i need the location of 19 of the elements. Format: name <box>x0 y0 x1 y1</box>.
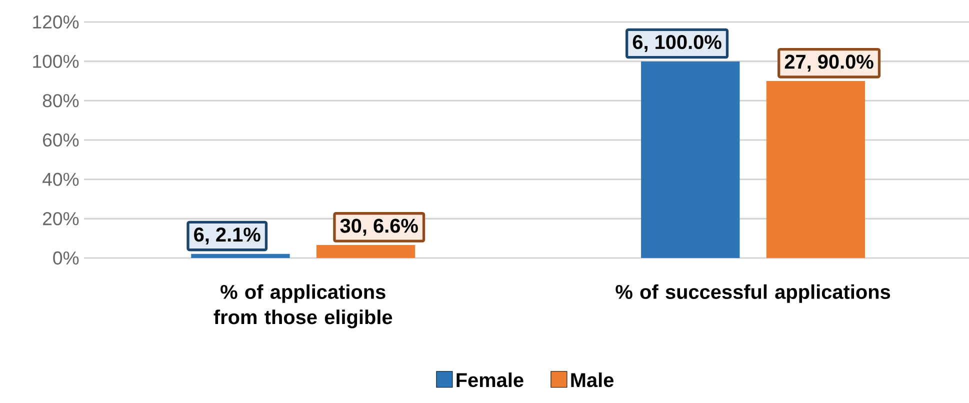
legend-label: Female <box>456 372 524 388</box>
y-tick-label: 0% <box>53 251 79 265</box>
bar <box>316 245 416 258</box>
data-label: 27, 90.0% <box>784 54 874 72</box>
bar <box>191 254 290 258</box>
y-tick-label: 60% <box>43 133 79 147</box>
data-label: 30, 6.6% <box>340 218 418 236</box>
x-tick-label: % of successful applications <box>616 284 890 303</box>
data-label: 6, 2.1% <box>194 228 260 245</box>
x-tick-label: % of applications from those eligible <box>214 284 392 328</box>
bar <box>641 61 740 258</box>
y-tick-label: 40% <box>42 172 79 186</box>
y-tick-label: 100% <box>33 54 79 68</box>
bar <box>766 81 866 258</box>
data-label: 6, 100.0% <box>632 35 722 52</box>
y-tick-label: 80% <box>42 94 79 108</box>
legend-label: Male <box>571 372 614 388</box>
y-tick-label: 120% <box>33 15 79 29</box>
y-tick-label: 20% <box>43 212 79 226</box>
